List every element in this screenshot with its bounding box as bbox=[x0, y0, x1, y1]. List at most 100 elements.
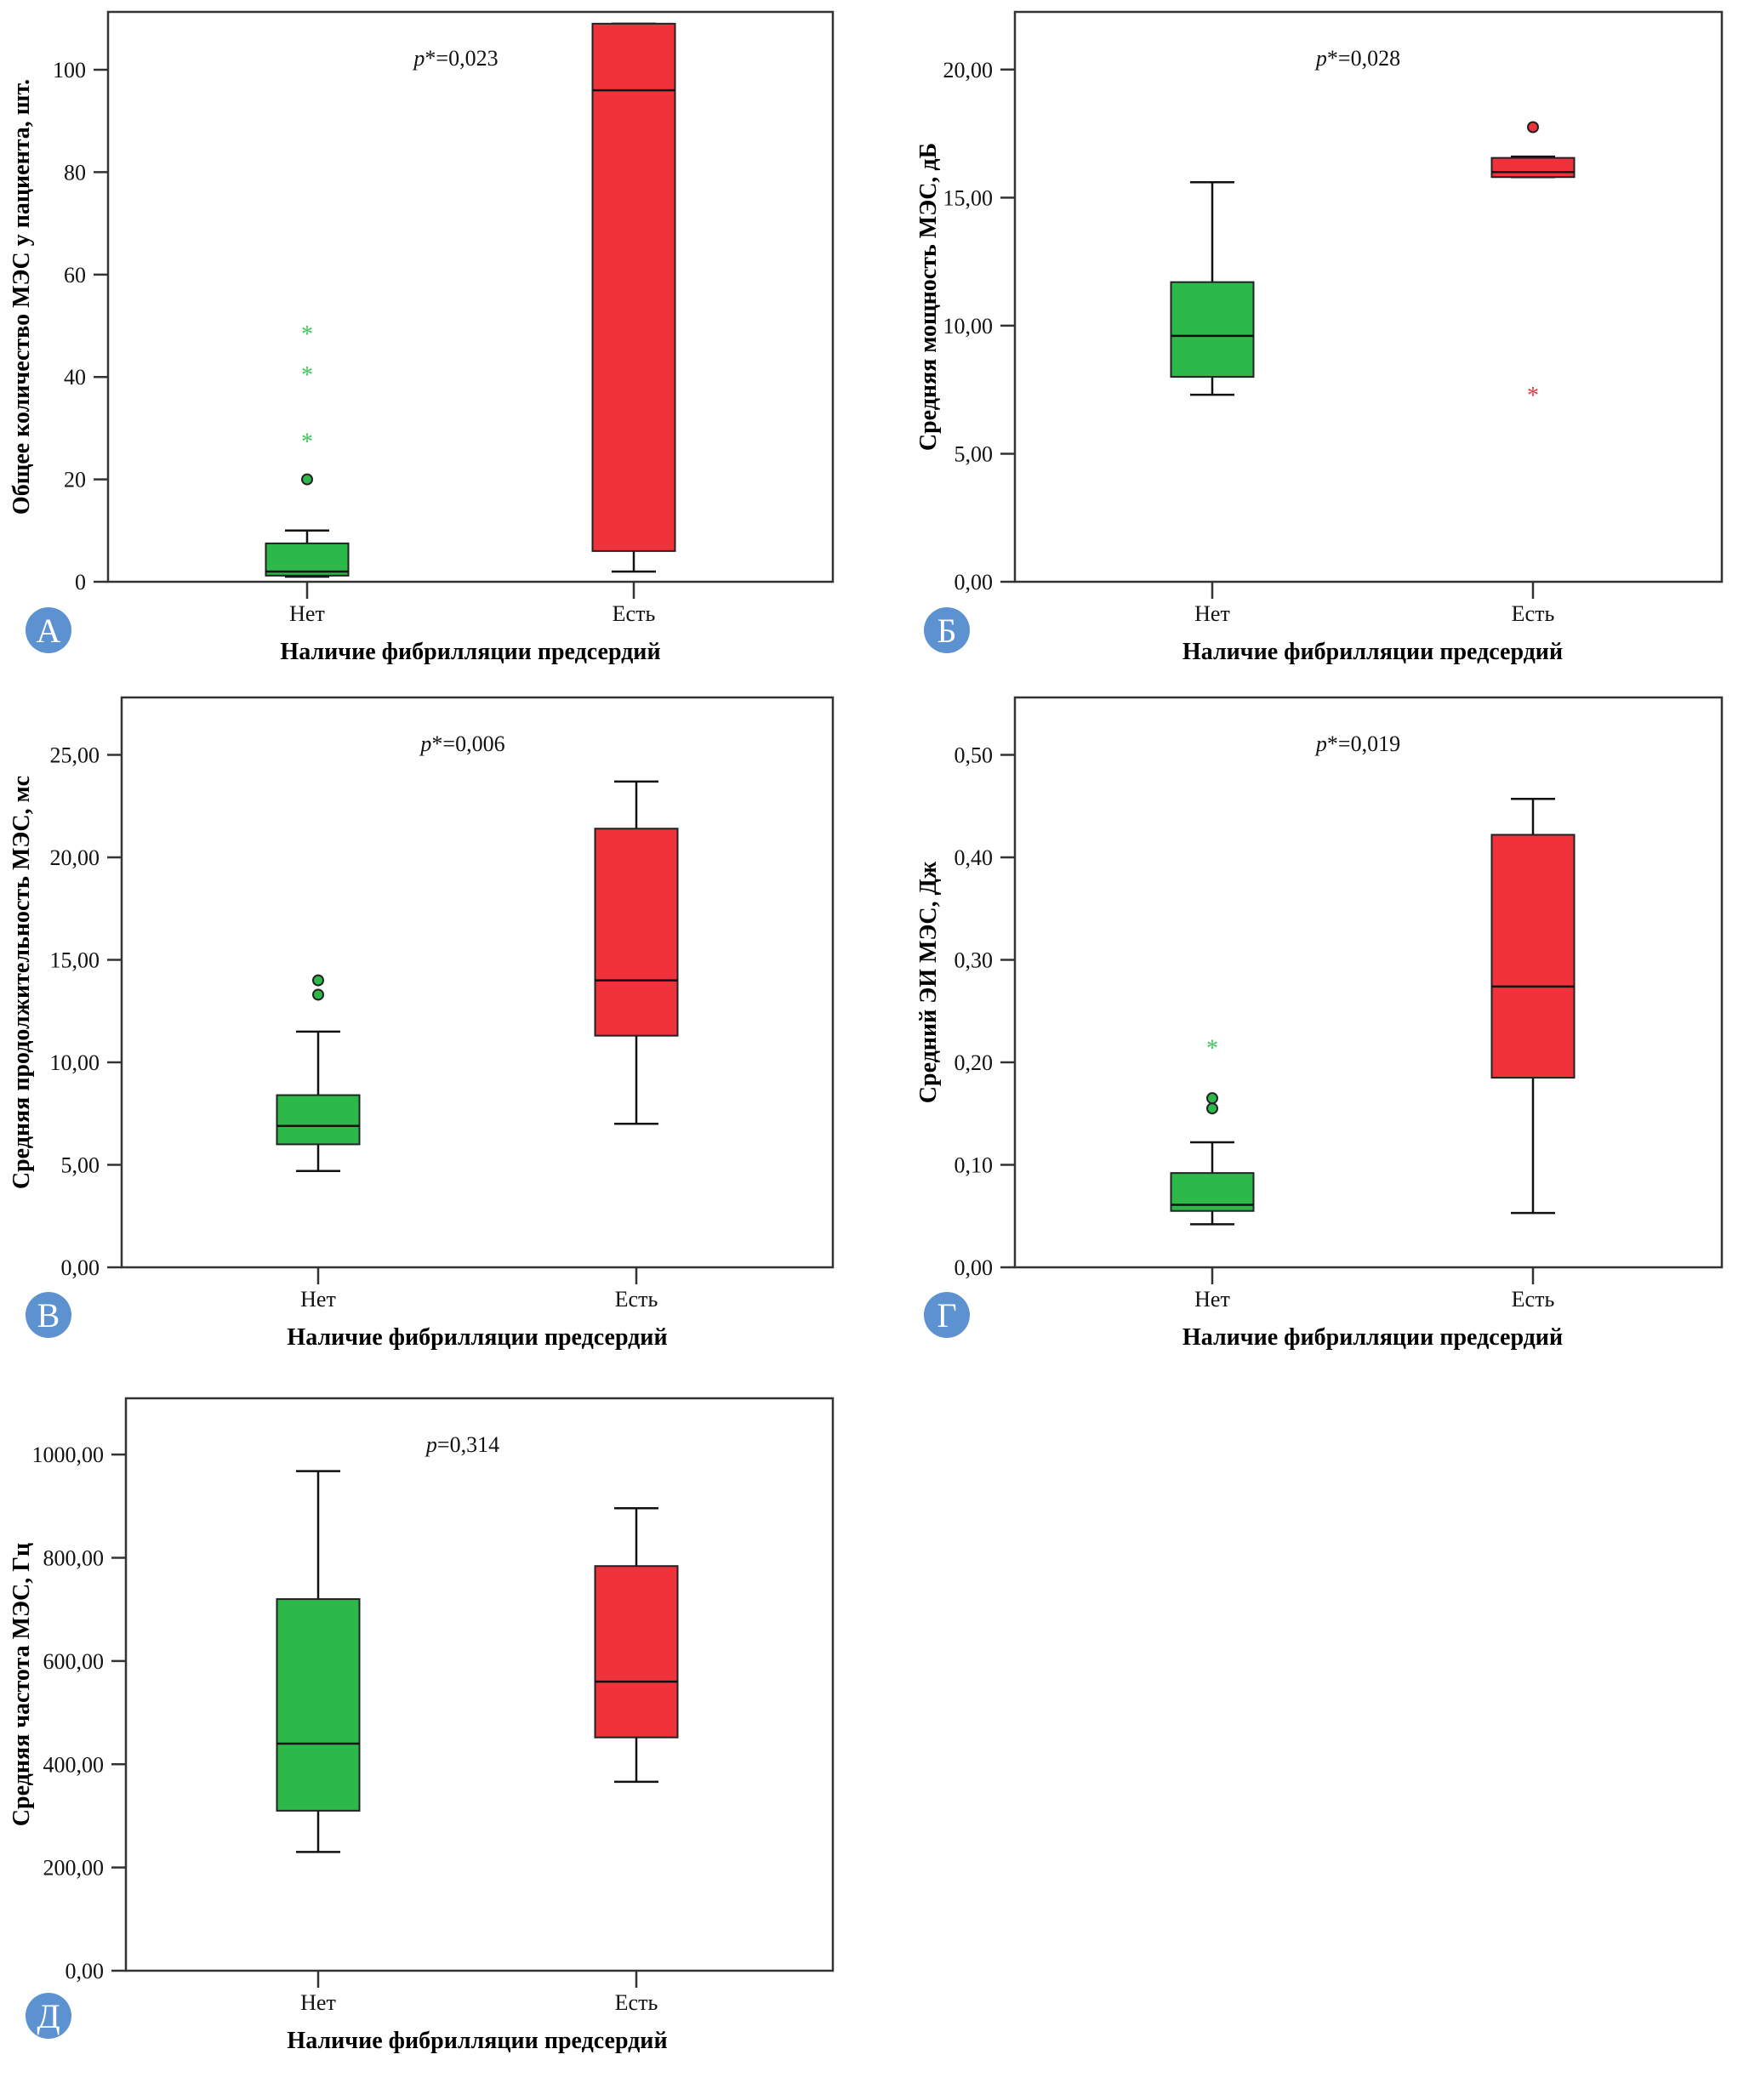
outlier-star: * bbox=[1206, 1036, 1218, 1062]
y-tick-label: 600,00 bbox=[43, 1649, 105, 1674]
x-tick-label-yes: Есть bbox=[615, 1990, 658, 2015]
iqr-box bbox=[276, 1598, 361, 1812]
y-axis-title: Средняя мощность МЭС, дБ bbox=[915, 143, 942, 451]
y-tick-label: 0,50 bbox=[954, 743, 994, 767]
y-tick-label: 0,10 bbox=[954, 1152, 994, 1177]
panel-badge: А bbox=[26, 607, 71, 653]
p-symbol: p bbox=[419, 731, 431, 756]
plot-frame bbox=[1013, 10, 1724, 583]
iqr-box bbox=[591, 22, 676, 552]
p-value: *=0,028 bbox=[1327, 46, 1400, 71]
iqr-box bbox=[594, 1565, 679, 1739]
chart-panel-2: 0,00 5,00 10,00 15,00 20,00 Средняя мощность … bbox=[915, 10, 1724, 665]
y-tick-label: 0,00 bbox=[66, 1959, 105, 1983]
y-tick-label: 5,00 bbox=[61, 1152, 100, 1177]
panel-badge: В bbox=[26, 1292, 71, 1338]
badge-circle bbox=[924, 1292, 970, 1338]
badge-circle bbox=[924, 607, 970, 653]
chart-panel-3: 0,00 5,00 10,00 15,00 20,00 25,00 Средняя прод… bbox=[9, 696, 835, 1351]
box-no bbox=[276, 974, 361, 1172]
p-value-label: p*=0,019 bbox=[1314, 731, 1400, 756]
x-tick-label-yes: Есть bbox=[1512, 1287, 1555, 1312]
x-axis-title: Наличие фибрилляции предсердий bbox=[287, 2028, 667, 2054]
box-no: * * * bbox=[265, 322, 350, 578]
y-tick-label: 0,00 bbox=[954, 570, 994, 595]
panel-badge: Д bbox=[26, 1993, 71, 2039]
x-tick-label-yes: Есть bbox=[613, 601, 656, 626]
plot-frame bbox=[124, 1397, 835, 1972]
outlier-star: * bbox=[301, 362, 313, 389]
badge-letter: А bbox=[37, 612, 61, 650]
iqr-box bbox=[276, 1094, 361, 1146]
x-tick-label-no: Нет bbox=[300, 1990, 336, 2015]
x-tick-label-no: Нет bbox=[289, 601, 325, 626]
x-tick-label-yes: Есть bbox=[615, 1287, 658, 1312]
chart-panel-5: 0,00 200,00 400,00 600,00 800,00 1000,00 Средн… bbox=[9, 1397, 835, 2054]
y-axis-title: Общее количество МЭС у пациента, шт. bbox=[9, 79, 35, 515]
badge-circle bbox=[26, 607, 71, 653]
box-yes bbox=[1490, 798, 1576, 1215]
plot-frame bbox=[106, 10, 835, 583]
y-tick-label: 800,00 bbox=[43, 1546, 105, 1571]
y-tick-label: 0 bbox=[75, 570, 86, 595]
p-value: *=0,006 bbox=[431, 731, 504, 756]
outlier-circle bbox=[301, 473, 313, 486]
box-yes bbox=[594, 1507, 679, 1784]
y-tick-label: 10,00 bbox=[50, 1050, 100, 1075]
y-tick-label: 1000,00 bbox=[32, 1443, 105, 1467]
y-axis-title: Средний ЭИ МЭС, Дж bbox=[915, 861, 942, 1103]
p-value-label: p*=0,023 bbox=[412, 46, 498, 71]
y-tick-label: 15,00 bbox=[943, 185, 994, 210]
x-axis-title: Наличие фибрилляции предсердий bbox=[287, 1324, 667, 1351]
outlier-star: * bbox=[1527, 383, 1539, 409]
outlier-star: * bbox=[301, 429, 313, 455]
badge-letter: Б bbox=[937, 612, 957, 650]
box-no bbox=[276, 1470, 361, 1853]
y-tick-label: 20,00 bbox=[943, 58, 994, 83]
chart-panel-4: 0,00 0,10 0,20 0,30 0,40 0,50 Средний ЭИ МЭС, … bbox=[915, 696, 1724, 1351]
p-symbol: p bbox=[1314, 46, 1327, 71]
panel-badge: Г bbox=[924, 1292, 970, 1338]
box-no: * bbox=[1170, 1036, 1255, 1226]
y-tick-label: 0,00 bbox=[61, 1255, 100, 1280]
outlier-circle bbox=[312, 988, 324, 1001]
p-symbol: p bbox=[425, 1432, 437, 1457]
badge-circle bbox=[26, 1292, 71, 1338]
iqr-box bbox=[1490, 834, 1576, 1079]
x-axis-title: Наличие фибрилляции предсердий bbox=[1182, 1324, 1563, 1351]
outlier-circle bbox=[1206, 1092, 1218, 1105]
y-tick-label: 0,00 bbox=[954, 1255, 994, 1280]
iqr-box bbox=[594, 828, 679, 1037]
y-tick-label: 0,40 bbox=[954, 845, 994, 870]
badge-circle bbox=[26, 1993, 71, 2039]
y-tick-label: 100 bbox=[53, 58, 86, 83]
x-axis-title: Наличие фибрилляции предсердий bbox=[280, 639, 660, 665]
badge-letter: Д bbox=[37, 1997, 60, 2035]
x-tick-label-no: Нет bbox=[1194, 601, 1230, 626]
y-tick-label: 0,20 bbox=[954, 1050, 994, 1075]
box-yes: * bbox=[1490, 121, 1576, 409]
box-no bbox=[1170, 180, 1255, 396]
plot-frame bbox=[1013, 696, 1724, 1269]
x-axis-title: Наличие фибрилляции предсердий bbox=[1182, 639, 1563, 665]
y-tick-label: 400,00 bbox=[43, 1752, 105, 1777]
p-symbol: p bbox=[1314, 731, 1327, 756]
outlier-circle bbox=[312, 974, 324, 987]
y-tick-label: 10,00 bbox=[943, 314, 994, 339]
box-yes bbox=[591, 22, 676, 573]
p-value-label: p=0,314 bbox=[425, 1432, 499, 1457]
box-yes bbox=[594, 780, 679, 1125]
chart-panel-1: 0 20 40 60 80 100 Общее количество МЭС у пацие… bbox=[9, 10, 835, 665]
y-tick-label: 80 bbox=[64, 160, 86, 185]
y-tick-label: 40 bbox=[64, 365, 86, 390]
y-tick-label: 60 bbox=[64, 263, 86, 287]
p-value-label: p*=0,006 bbox=[419, 731, 504, 756]
y-axis-title: Средняя частота МЭС, Гц bbox=[9, 1543, 35, 1826]
iqr-box bbox=[265, 542, 350, 577]
iqr-box bbox=[1170, 281, 1255, 378]
iqr-box bbox=[1490, 157, 1576, 179]
panel-badge: Б bbox=[924, 607, 970, 653]
outlier-star: * bbox=[301, 322, 313, 348]
p-value: *=0,023 bbox=[425, 46, 498, 71]
